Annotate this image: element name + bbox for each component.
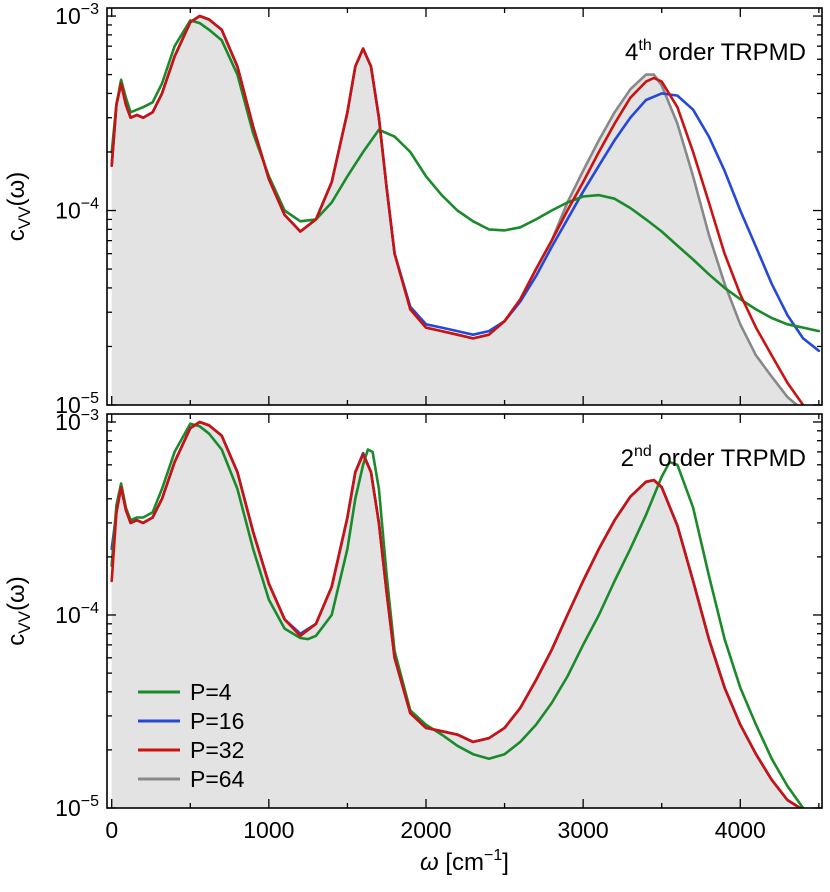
title-number: 4: [625, 39, 638, 66]
x-axis-label: ω [cm−1]: [420, 847, 509, 876]
series-line-p4: [110, 422, 805, 808]
y-tick-exponent: −4: [81, 600, 99, 617]
title-superscript: th: [638, 37, 651, 54]
series-line-p32: [110, 14, 806, 405]
y-label-main: c: [3, 229, 30, 241]
y-tick-label: 10−3: [55, 407, 99, 435]
y-axis-label: cVV(ω): [3, 172, 34, 241]
title-text: order TRPMD: [652, 445, 806, 472]
title-number: 2: [621, 445, 634, 472]
title-superscript: nd: [634, 443, 652, 460]
series-line-p4: [110, 19, 821, 333]
legend-label: P=64: [190, 766, 245, 792]
y-tick-base: 10: [55, 795, 81, 821]
y-label-subscript: VV: [15, 206, 34, 229]
title-text: order TRPMD: [652, 39, 806, 66]
y-axis-label: cVV(ω): [3, 576, 34, 645]
y-ticks: 10−310−410−5: [55, 407, 822, 821]
shaded-area: [111, 422, 800, 808]
y-tick-base: 10: [55, 392, 81, 418]
plot-area: [110, 14, 821, 405]
legend-label: P=4: [190, 679, 232, 705]
x-label-exponent: −1: [484, 847, 502, 864]
y-tick-exponent: −5: [81, 390, 99, 407]
x-tick-label: 4000: [715, 817, 766, 843]
x-ticks: 0 1000 2000 3000 4000: [105, 414, 820, 843]
y-tick-exponent: −3: [81, 407, 99, 424]
y-tick-base: 10: [55, 3, 81, 29]
y-tick-exponent: −3: [81, 1, 99, 18]
y-tick-exponent: −4: [81, 196, 99, 213]
x-label-unit: [cm: [439, 849, 484, 876]
x-tick-label: 0: [105, 817, 118, 843]
shaded-area: [111, 16, 797, 405]
x-tick-label: 1000: [243, 817, 294, 843]
x-label-symbol: ω: [420, 849, 439, 876]
legend-label: P=16: [190, 708, 244, 734]
series-line-p32: [110, 420, 802, 808]
legend: P=4 P=16 P=32 P=64: [138, 679, 245, 792]
y-tick-label: 10−5: [55, 793, 99, 821]
x-tick-label: 3000: [558, 817, 609, 843]
y-tick-base: 10: [55, 409, 81, 435]
y-tick-base: 10: [55, 198, 81, 224]
x-label-close: ]: [502, 849, 509, 876]
panel-title: 4th order TRPMD: [625, 37, 806, 66]
plot-area: [110, 420, 805, 808]
y-label-subscript: VV: [15, 610, 34, 633]
axis-frame: [106, 7, 823, 406]
x-tick-label: 2000: [400, 817, 451, 843]
axis-frame: [106, 413, 823, 809]
x-ticks: [111, 8, 820, 405]
y-tick-exponent: −5: [81, 793, 99, 810]
legend-label: P=32: [190, 737, 244, 763]
y-label-rest: (ω): [3, 172, 30, 207]
y-label-rest: (ω): [3, 576, 30, 611]
y-tick-label: 10−4: [55, 196, 99, 224]
y-label-main: c: [3, 634, 30, 646]
y-tick-label: 10−4: [55, 600, 99, 628]
panel-title: 2nd order TRPMD: [621, 443, 806, 472]
y-tick-base: 10: [55, 602, 81, 628]
y-tick-label: 10−5: [55, 390, 99, 418]
y-tick-label: 10−3: [55, 1, 99, 29]
y-ticks: 10−310−410−5: [55, 1, 822, 418]
